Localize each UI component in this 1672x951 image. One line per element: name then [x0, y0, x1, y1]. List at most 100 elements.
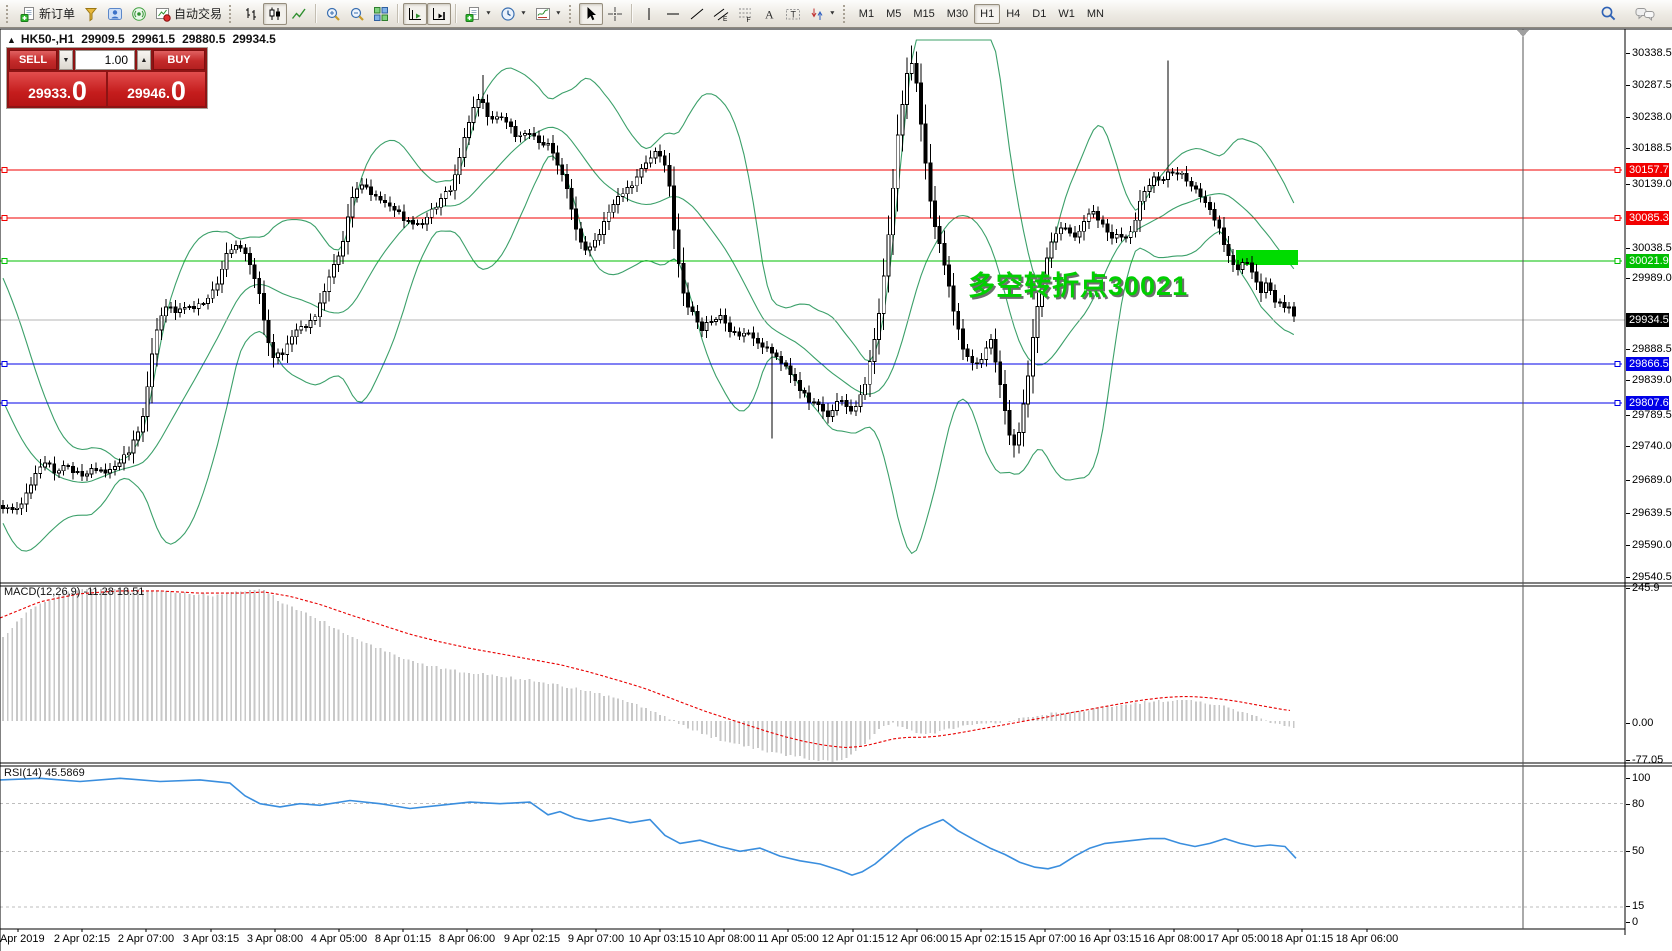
- candlestick-chart-button[interactable]: [263, 2, 288, 25]
- rsi-indicator-label: RSI(14) 45.5869: [4, 767, 85, 779]
- zoom-in-button[interactable]: [321, 3, 345, 25]
- candle-body: [1240, 262, 1245, 270]
- periods-button[interactable]: ▼: [496, 3, 531, 25]
- bar-chart-icon: [243, 6, 259, 22]
- new-order-icon: [20, 6, 36, 22]
- cursor-button[interactable]: [578, 2, 603, 25]
- line-handle: [1614, 258, 1621, 264]
- tile-windows-button[interactable]: [369, 3, 393, 25]
- chart-annotation-text[interactable]: 多空转折点30021: [968, 271, 1189, 301]
- price-axis-label: 29540.5: [1632, 571, 1672, 583]
- horizontal-line-button[interactable]: [661, 3, 685, 25]
- indicators-caret-icon[interactable]: ▼: [485, 10, 492, 17]
- candle-body: [1096, 211, 1101, 221]
- candle-body: [457, 157, 462, 176]
- line-chart-button[interactable]: [287, 3, 311, 25]
- volume-input[interactable]: [75, 50, 135, 70]
- candle-body: [606, 211, 611, 223]
- candle-body: [373, 193, 378, 197]
- auto-scroll-button[interactable]: [403, 2, 428, 25]
- crosshair-button[interactable]: [603, 3, 627, 25]
- candle-body: [905, 73, 909, 105]
- time-axis-label: 1 Apr 2019: [0, 933, 45, 945]
- candle-body: [495, 116, 499, 120]
- search-button[interactable]: [1596, 3, 1621, 25]
- price-level-badge: 30021.9: [1626, 254, 1669, 268]
- axis-tick-mark: [1626, 415, 1630, 416]
- axis-tick-mark: [1626, 906, 1630, 907]
- candle-body: [583, 241, 588, 251]
- rsi-line: [0, 777, 1297, 876]
- indicators-button[interactable]: ▼: [461, 3, 496, 25]
- candle-body: [1245, 262, 1250, 265]
- sell-price-pips: 0: [71, 76, 87, 106]
- equidistant-channel-button[interactable]: E: [709, 3, 733, 25]
- timeframe-d1[interactable]: D1: [1032, 7, 1047, 20]
- auto-trading-button[interactable]: 自动交易: [151, 3, 226, 25]
- profiles-button[interactable]: [103, 3, 127, 25]
- new-chart-button[interactable]: [79, 3, 103, 25]
- cursor-icon: [583, 6, 599, 22]
- periods-caret-icon[interactable]: ▼: [519, 10, 527, 17]
- sell-button[interactable]: SELL: [9, 50, 57, 70]
- arrows-caret-icon[interactable]: ▼: [828, 10, 836, 17]
- candle-body: [788, 365, 793, 376]
- candle-body: [220, 268, 224, 285]
- bar-chart-button[interactable]: [239, 3, 263, 25]
- zoom-out-button[interactable]: [345, 3, 369, 25]
- candle-body: [350, 197, 355, 218]
- volume-decrease-button[interactable]: ▼: [59, 50, 73, 70]
- candle-body: [322, 290, 327, 304]
- data-window-button[interactable]: [127, 3, 151, 25]
- arrows-button[interactable]: ▼: [805, 3, 840, 25]
- chat-button[interactable]: [1631, 3, 1659, 25]
- candle-body: [984, 347, 989, 360]
- candle-body: [835, 401, 840, 411]
- candle-body: [10, 506, 15, 510]
- templates-button[interactable]: ▼: [531, 3, 566, 25]
- line-handle: [1614, 167, 1621, 173]
- candle-body: [75, 471, 80, 474]
- timeframe-w1[interactable]: W1: [1058, 7, 1075, 20]
- timeframe-mn[interactable]: MN: [1086, 7, 1104, 20]
- line-handle: [1, 258, 8, 264]
- timeframe-m30[interactable]: M30: [946, 7, 969, 20]
- timeframe-h4[interactable]: H4: [1006, 7, 1021, 20]
- search-icon: [1600, 5, 1617, 22]
- candle-body: [1124, 236, 1129, 239]
- candle-body: [476, 98, 481, 109]
- text-button[interactable]: A: [757, 3, 781, 25]
- timeframe-h1[interactable]: H1: [974, 3, 1001, 24]
- candle-body: [299, 326, 304, 331]
- axis-tick-mark: [1626, 184, 1630, 185]
- candlestick-chart-icon: [267, 6, 283, 22]
- templates-caret-icon[interactable]: ▼: [554, 10, 562, 17]
- sell-price[interactable]: 29933. 0: [9, 72, 106, 106]
- line-handle: [1614, 361, 1621, 367]
- vertical-line-button[interactable]: [637, 3, 661, 25]
- fibonacci-button[interactable]: F: [733, 3, 757, 25]
- time-axis-label: 15 Apr 07:00: [1013, 933, 1077, 945]
- one-click-collapse-icon[interactable]: ▲: [7, 35, 16, 45]
- candle-body: [131, 439, 136, 454]
- buy-price[interactable]: 29946. 0: [108, 72, 205, 106]
- candle-body: [1287, 306, 1292, 309]
- buy-button[interactable]: BUY: [153, 50, 205, 70]
- timeframe-m5[interactable]: M5: [886, 7, 902, 20]
- time-axis-label: 18 Apr 06:00: [1335, 933, 1399, 945]
- price-axis-label: 30287.5: [1632, 79, 1672, 91]
- trendline-button[interactable]: [685, 3, 709, 25]
- time-axis-label: 4 Apr 05:00: [310, 933, 368, 945]
- candle-body: [383, 199, 388, 204]
- new-order-button[interactable]: 新订单: [16, 3, 79, 25]
- candle-body: [686, 292, 690, 308]
- timeframe-m15[interactable]: M15: [913, 7, 935, 20]
- candle-body: [1189, 180, 1194, 187]
- timeframe-m1[interactable]: M1: [858, 7, 875, 20]
- text-label-button[interactable]: T: [781, 3, 805, 25]
- time-axis-label: 12 Apr 06:00: [885, 933, 949, 945]
- chart-shift-button[interactable]: [427, 2, 452, 25]
- volume-increase-button[interactable]: ▲: [137, 50, 151, 70]
